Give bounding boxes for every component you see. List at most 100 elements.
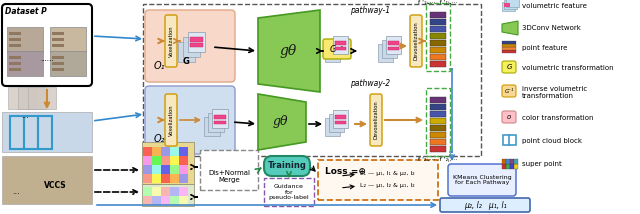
Bar (24, 116, 38, 149)
Text: G: G (183, 57, 190, 66)
Bar (9, 44, 21, 47)
Bar (335, 47, 346, 50)
Bar (50, 27, 86, 52)
Bar (7, 27, 43, 52)
Bar (426, 88, 450, 156)
Text: KMeans Clustering
for Each Pathway: KMeans Clustering for Each Pathway (452, 175, 511, 185)
Text: volumetric transformation: volumetric transformation (522, 65, 614, 71)
Text: inverse volumetric: inverse volumetric (522, 86, 588, 92)
Bar (170, 165, 179, 174)
Bar (430, 97, 446, 103)
Bar (335, 115, 346, 119)
Text: color transformation: color transformation (522, 115, 593, 121)
Bar (335, 41, 346, 45)
Bar (179, 156, 188, 165)
FancyBboxPatch shape (165, 94, 177, 146)
Bar (152, 174, 161, 183)
Text: L₂ — μ₁, l₂ & μ₁, l₂: L₂ — μ₁, l₂ & μ₁, l₂ (360, 183, 415, 187)
Bar (170, 196, 179, 205)
Bar (188, 32, 205, 52)
Text: gθ: gθ (272, 116, 288, 128)
Bar (142, 184, 194, 206)
Bar (502, 41, 516, 44)
Bar (190, 37, 203, 42)
Bar (161, 165, 170, 174)
FancyBboxPatch shape (440, 198, 530, 212)
Polygon shape (502, 21, 518, 35)
FancyBboxPatch shape (264, 156, 310, 176)
Bar (388, 41, 399, 45)
FancyBboxPatch shape (448, 164, 516, 196)
Text: Training: Training (268, 162, 307, 171)
Bar (200, 150, 258, 190)
Text: G⁻¹: G⁻¹ (330, 45, 344, 54)
Bar (204, 117, 220, 136)
Bar (9, 32, 21, 35)
Bar (504, 0, 517, 9)
Bar (214, 121, 226, 124)
Bar (510, 159, 514, 164)
Bar (178, 42, 195, 62)
Text: ......: ...... (40, 56, 54, 62)
Text: Voxelization: Voxelization (168, 104, 173, 136)
Bar (152, 196, 161, 205)
Bar (382, 40, 397, 58)
Bar (161, 196, 170, 205)
Bar (52, 62, 64, 65)
Bar (52, 44, 64, 47)
Bar (214, 115, 226, 119)
Bar (143, 4, 481, 156)
Bar (142, 142, 194, 184)
Text: point feature: point feature (522, 45, 568, 51)
Bar (190, 43, 203, 47)
Bar (183, 37, 200, 57)
Bar (9, 62, 21, 65)
Bar (378, 44, 393, 62)
Bar (152, 187, 161, 196)
Bar (430, 125, 446, 131)
Text: Loss =⊕: Loss =⊕ (325, 167, 366, 176)
Text: Devoxelization: Devoxelization (413, 22, 419, 60)
Text: pathway-2: pathway-2 (350, 79, 390, 88)
Bar (325, 118, 340, 136)
Bar (430, 54, 446, 60)
Bar (430, 146, 446, 152)
Bar (52, 32, 64, 35)
Text: O₂: O₂ (154, 134, 166, 144)
Bar (506, 0, 519, 7)
FancyBboxPatch shape (2, 4, 92, 86)
Bar (318, 160, 438, 200)
Bar (170, 147, 179, 156)
Bar (143, 196, 152, 205)
Bar (161, 187, 170, 196)
Bar (502, 50, 516, 53)
Bar (430, 25, 446, 32)
Bar (430, 12, 446, 18)
Bar (179, 165, 188, 174)
FancyBboxPatch shape (165, 15, 177, 67)
Bar (510, 164, 514, 169)
Bar (52, 38, 64, 41)
Bar (333, 110, 348, 128)
Bar (430, 18, 446, 25)
Bar (161, 174, 170, 183)
Bar (430, 104, 446, 110)
Bar (179, 187, 188, 196)
Bar (161, 156, 170, 165)
Text: o: o (507, 114, 511, 120)
Bar (179, 174, 188, 183)
Bar (143, 156, 152, 165)
FancyBboxPatch shape (145, 10, 235, 82)
Text: VCCS: VCCS (44, 181, 67, 190)
Bar (506, 164, 510, 169)
Text: G⁻¹: G⁻¹ (504, 89, 514, 94)
FancyBboxPatch shape (370, 94, 382, 146)
Bar (143, 147, 152, 156)
Bar (502, 159, 506, 164)
Polygon shape (258, 94, 306, 150)
FancyBboxPatch shape (502, 61, 516, 73)
Bar (170, 174, 179, 183)
Bar (264, 178, 314, 206)
Bar (430, 40, 446, 46)
Text: Dataset P: Dataset P (5, 7, 47, 16)
